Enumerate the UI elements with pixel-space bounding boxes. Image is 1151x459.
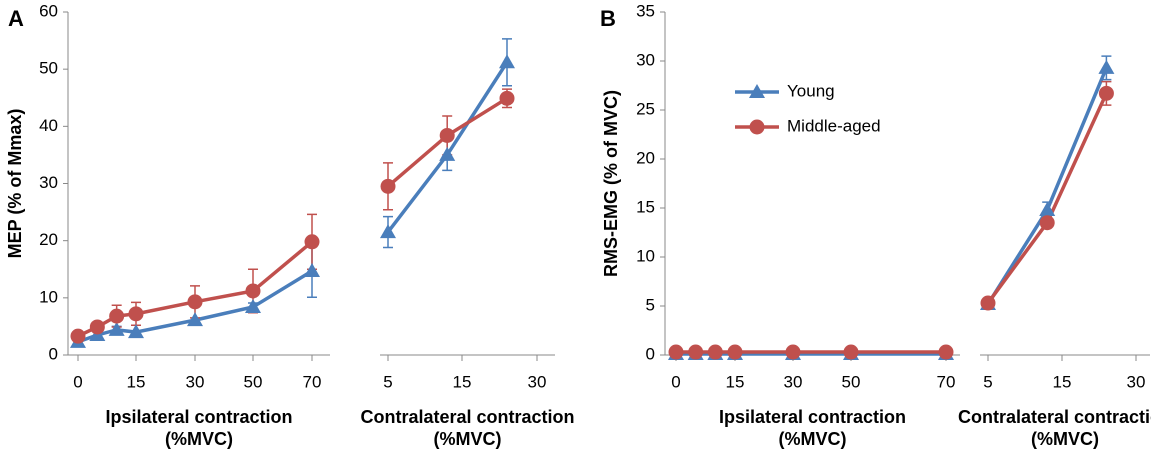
legend-marker: [749, 119, 765, 135]
marker: [245, 298, 261, 313]
marker: [688, 344, 704, 360]
marker: [980, 295, 996, 311]
x-tick-label: 50: [842, 372, 861, 391]
marker: [785, 344, 801, 360]
x-axis-label: Contralateral contraction (%MVC): [957, 407, 1151, 449]
marker: [499, 90, 515, 106]
x-tick-label: 30: [186, 372, 205, 391]
marker: [187, 312, 203, 327]
y-tick-label: 30: [636, 50, 655, 69]
x-tick-label: 5: [983, 372, 992, 391]
y-tick-label: 35: [636, 1, 655, 20]
y-tick-label: 60: [39, 1, 58, 20]
marker: [108, 321, 125, 336]
marker: [439, 127, 455, 143]
marker: [843, 344, 859, 360]
marker: [1098, 85, 1114, 101]
x-tick-label: 15: [1053, 372, 1072, 391]
series-line: [986, 67, 1109, 305]
x-tick-label: 15: [127, 372, 146, 391]
panel-letter: A: [8, 6, 24, 31]
y-tick-label: 0: [646, 344, 655, 363]
marker: [187, 294, 203, 310]
x-tick-label: 70: [937, 372, 956, 391]
marker: [304, 234, 320, 250]
marker: [109, 308, 125, 324]
y-tick-label: 25: [636, 99, 655, 118]
y-tick-label: 10: [636, 246, 655, 265]
y-tick-label: 50: [39, 59, 58, 78]
marker: [727, 344, 743, 360]
marker: [304, 262, 320, 277]
y-tick-label: 10: [39, 287, 58, 306]
x-tick-label: 30: [1127, 372, 1146, 391]
marker: [1098, 59, 1115, 74]
marker: [128, 324, 144, 339]
x-tick-label: 0: [73, 372, 82, 391]
marker: [70, 328, 86, 344]
marker: [245, 283, 261, 299]
legend-marker: [749, 84, 765, 98]
x-axis-label: Ipsilateral contraction (%MVC): [718, 407, 907, 449]
marker: [380, 178, 396, 194]
marker: [1039, 215, 1055, 231]
x-tick-label: 15: [453, 372, 472, 391]
marker: [938, 344, 954, 360]
marker: [380, 224, 396, 239]
marker: [128, 306, 144, 322]
panel-letter: B: [600, 6, 616, 31]
y-axis-label: MEP (% of Mmax): [5, 109, 25, 259]
legend-label: Middle-aged: [787, 116, 881, 135]
marker: [668, 344, 684, 360]
y-tick-label: 15: [636, 197, 655, 216]
x-tick-label: 30: [528, 372, 547, 391]
marker: [439, 146, 456, 161]
marker: [1039, 201, 1056, 216]
marker: [707, 344, 723, 360]
y-tick-label: 20: [39, 230, 58, 249]
x-tick-label: 5: [383, 372, 392, 391]
legend-label: Young: [787, 81, 835, 100]
x-tick-label: 0: [671, 372, 680, 391]
y-tick-label: 20: [636, 148, 655, 167]
y-tick-label: 40: [39, 116, 58, 135]
marker: [499, 54, 515, 69]
x-tick-label: 30: [784, 372, 803, 391]
x-axis-label: Ipsilateral contraction (%MVC): [105, 407, 293, 449]
y-tick-label: 5: [646, 295, 655, 314]
y-tick-label: 0: [49, 344, 58, 363]
series-line: [986, 92, 1108, 305]
x-tick-label: 70: [303, 372, 322, 391]
y-axis-label: RMS-EMG (% of MVC): [601, 90, 621, 277]
x-tick-label: 50: [244, 372, 263, 391]
marker: [89, 319, 105, 335]
x-tick-label: 15: [726, 372, 745, 391]
y-tick-label: 30: [39, 173, 58, 192]
x-axis-label: Contralateral contraction (%MVC): [360, 407, 575, 449]
